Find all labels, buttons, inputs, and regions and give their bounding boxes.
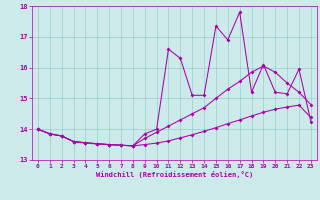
X-axis label: Windchill (Refroidissement éolien,°C): Windchill (Refroidissement éolien,°C) xyxy=(96,171,253,178)
